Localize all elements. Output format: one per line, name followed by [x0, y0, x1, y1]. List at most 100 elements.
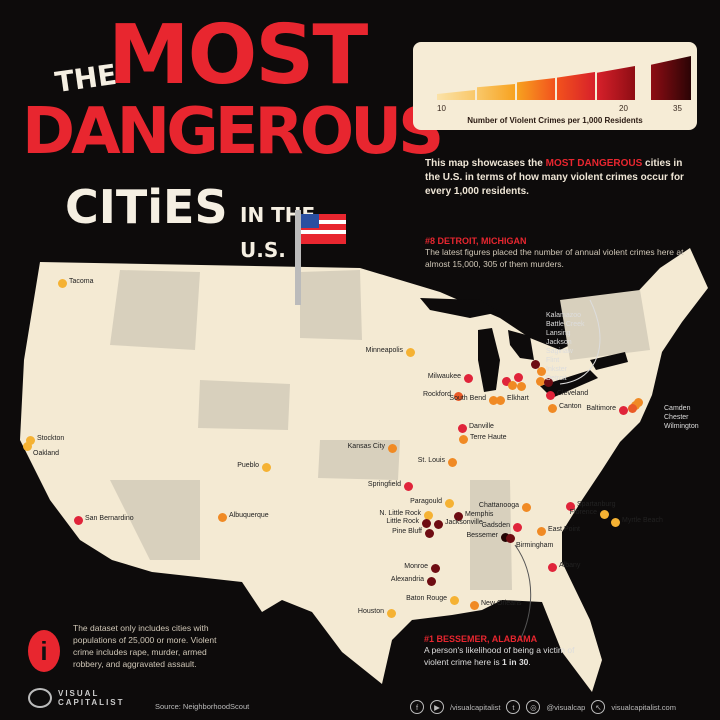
city-label: New Orleans	[481, 600, 522, 607]
city-marker[interactable]	[495, 395, 505, 405]
city-label: Flint	[546, 357, 560, 364]
city-marker[interactable]	[488, 395, 498, 405]
twitter-icon[interactable]: t	[506, 700, 521, 714]
city-label: Chattanooga	[478, 502, 519, 509]
city-label: Kansas City	[347, 443, 385, 450]
city-label: Detroit	[546, 375, 567, 382]
legend-step	[437, 90, 475, 100]
city-marker[interactable]	[513, 372, 523, 382]
city-label: Spartanburg	[577, 501, 616, 508]
city-label: Albuquerque	[229, 512, 269, 519]
city-label: Little Rock	[386, 518, 419, 525]
detroit-callout-line	[559, 299, 601, 385]
city-marker[interactable]	[516, 381, 526, 391]
city-marker[interactable]	[421, 518, 431, 528]
city-marker[interactable]	[430, 563, 440, 573]
city-marker[interactable]	[447, 457, 457, 467]
city-label: Milwaukee	[427, 373, 461, 380]
city-label: Gadsden	[481, 522, 510, 529]
great-lakes	[420, 298, 628, 398]
city-marker[interactable]	[449, 595, 459, 605]
city-marker[interactable]	[547, 403, 557, 413]
city-label: Minneapolis	[365, 347, 403, 354]
city-label: Birmingham	[516, 542, 554, 549]
city-marker[interactable]	[453, 511, 463, 521]
source-text: Source: NeighborhoodScout	[155, 702, 250, 711]
city-label: Tacoma	[69, 278, 94, 285]
website-icon[interactable]: ↖	[591, 700, 606, 714]
visual-capitalist-logo	[28, 688, 52, 708]
callout-detroit: #8 DETROIT, MICHIGAN The latest figures …	[425, 236, 705, 270]
city-marker[interactable]	[507, 380, 517, 390]
city-label: Houston	[357, 608, 384, 615]
city-label: Kalamazoo	[546, 312, 582, 319]
info-icon: i	[28, 630, 60, 672]
callout-bessemer-title: #1 BESSEMER, ALABAMA	[424, 634, 538, 644]
city-label: Myrtle Beach	[622, 517, 663, 524]
city-label: Inkster	[546, 366, 568, 373]
city-marker[interactable]	[530, 359, 540, 369]
city-label: Jackson	[546, 339, 572, 346]
city-marker[interactable]	[565, 501, 575, 511]
city-marker[interactable]	[512, 522, 522, 532]
city-marker[interactable]	[501, 376, 511, 386]
social-handle-1[interactable]: /visualcapitalist	[450, 702, 501, 712]
title-cities: CITiES	[65, 180, 228, 234]
city-marker[interactable]	[444, 498, 454, 508]
city-marker[interactable]	[458, 434, 468, 444]
legend-tick-20: 20	[619, 104, 628, 113]
city-label: Paragould	[410, 498, 442, 505]
city-marker[interactable]	[57, 278, 67, 288]
city-marker[interactable]	[547, 562, 557, 572]
city-marker[interactable]	[463, 373, 473, 383]
city-marker[interactable]	[500, 532, 510, 542]
city-label: Florence	[569, 509, 597, 516]
city-marker[interactable]	[25, 435, 35, 445]
city-marker[interactable]	[599, 509, 609, 519]
city-marker[interactable]	[22, 441, 32, 451]
city-marker[interactable]	[535, 376, 545, 386]
website-link[interactable]: visualcapitalist.com	[611, 702, 676, 712]
city-label: Baton Rouge	[406, 595, 447, 602]
city-label: Rockford	[422, 391, 451, 398]
city-marker[interactable]	[618, 405, 628, 415]
city-marker[interactable]	[536, 526, 546, 536]
social-handle-2[interactable]: @visualcap	[546, 702, 586, 712]
city-label: Elkhart	[507, 395, 529, 402]
callout-bessemer-text: A person's likelihood of being a victim …	[424, 645, 575, 667]
callout-detroit-title: #8 DETROIT, MICHIGAN	[425, 236, 527, 246]
city-marker[interactable]	[403, 481, 413, 491]
city-marker[interactable]	[457, 423, 467, 433]
city-label: Saginaw	[546, 348, 573, 355]
city-marker[interactable]	[405, 347, 415, 357]
city-marker[interactable]	[627, 403, 637, 413]
legend-tick-10: 10	[437, 104, 446, 113]
city-marker[interactable]	[386, 608, 396, 618]
city-marker[interactable]	[387, 443, 397, 453]
city-marker[interactable]	[521, 502, 531, 512]
city-marker[interactable]	[73, 515, 83, 525]
city-marker[interactable]	[423, 510, 433, 520]
city-label: Camden	[664, 405, 691, 412]
city-marker[interactable]	[545, 390, 555, 400]
city-marker[interactable]	[610, 517, 620, 527]
city-marker[interactable]	[424, 528, 434, 538]
facebook-icon[interactable]: f	[410, 700, 424, 714]
legend-step	[651, 56, 691, 100]
city-marker[interactable]	[217, 512, 227, 522]
instagram-icon[interactable]: ◎	[526, 700, 541, 714]
city-marker[interactable]	[426, 576, 436, 586]
city-marker[interactable]	[261, 462, 271, 472]
city-marker[interactable]	[453, 391, 463, 401]
city-marker[interactable]	[536, 366, 546, 376]
city-marker[interactable]	[505, 533, 515, 543]
city-marker[interactable]	[543, 377, 553, 387]
city-label: Battle Creek	[546, 321, 585, 328]
knife-flag-icon	[295, 210, 346, 305]
city-label: Chester	[664, 414, 689, 421]
youtube-icon[interactable]: ▶	[430, 700, 444, 714]
city-label: San Bernardino	[85, 515, 134, 522]
city-marker[interactable]	[433, 519, 443, 529]
callout-bessemer: #1 BESSEMER, ALABAMA A person's likeliho…	[424, 634, 594, 668]
city-marker[interactable]	[469, 600, 479, 610]
